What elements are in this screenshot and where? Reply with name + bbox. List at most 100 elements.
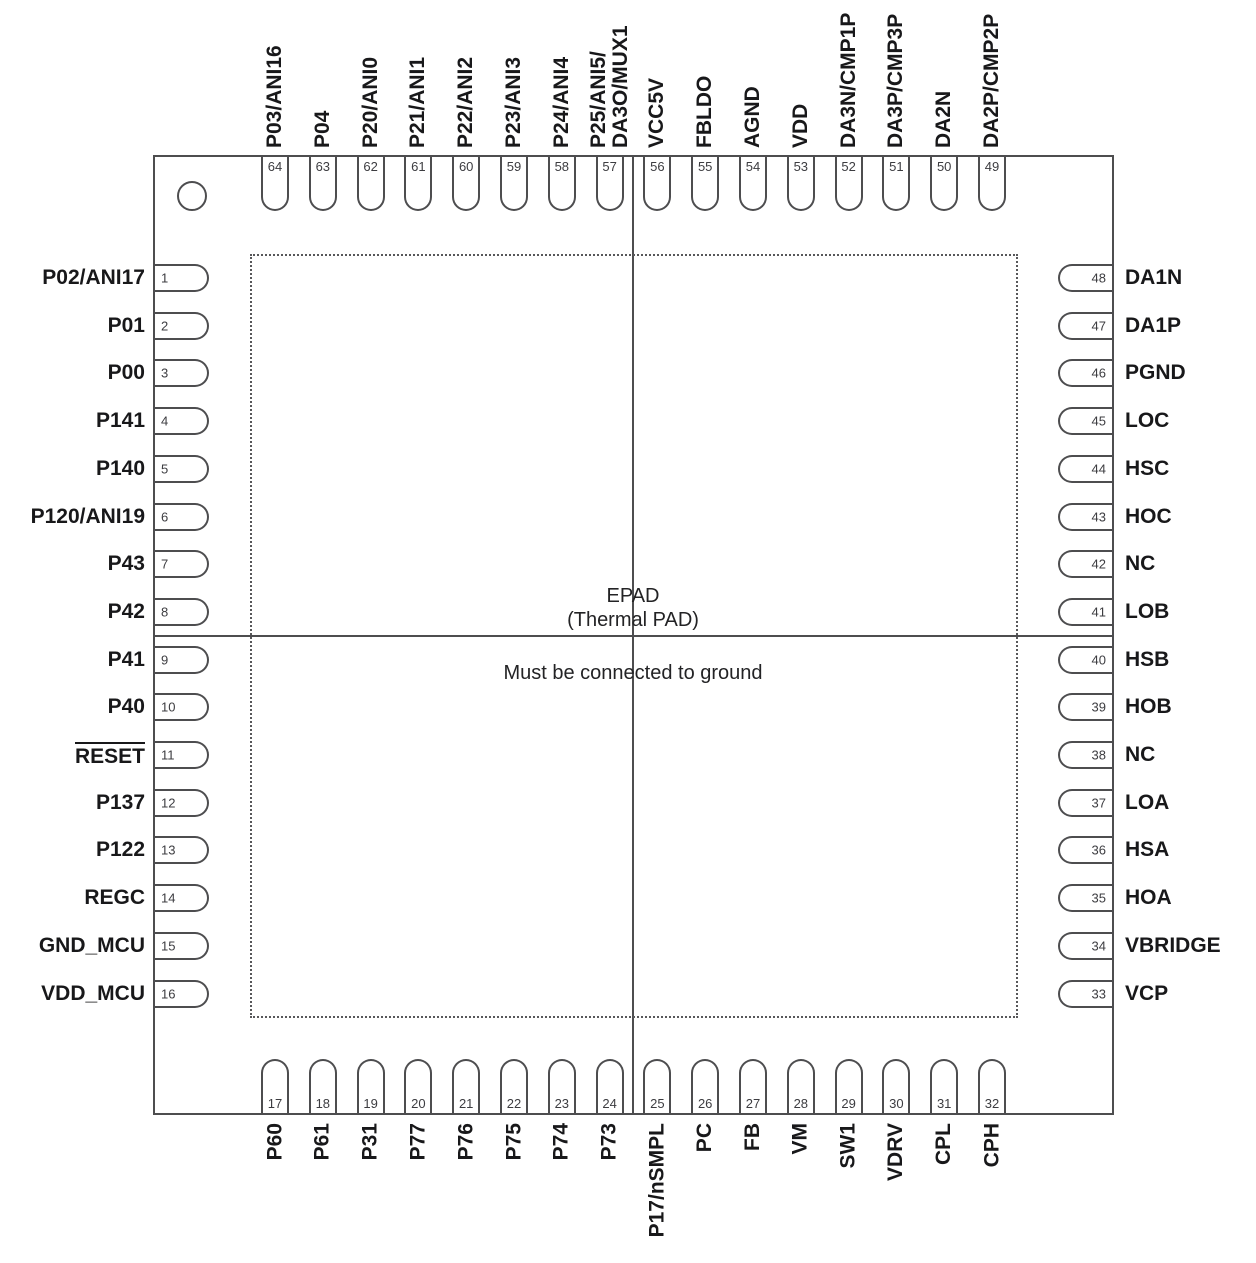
pin-number-57: 57 [602, 159, 617, 174]
pin-number-51: 51 [889, 159, 904, 174]
pin-label-21: P76 [454, 1123, 478, 1161]
pin-number-55: 55 [697, 159, 713, 174]
pin-20: 20 [404, 1059, 433, 1113]
pin-number-30: 30 [889, 1096, 904, 1111]
pin-7: 7 [155, 550, 209, 579]
epad-title: EPAD [606, 585, 660, 607]
pin-number-38: 38 [1091, 747, 1106, 763]
pin-label-49: DA2P/CMP2P [980, 13, 1003, 148]
pin-48: 48 [1058, 264, 1112, 292]
pin-49: 49 [978, 157, 1006, 211]
pin-14: 14 [155, 884, 209, 913]
pin-label-10: P40 [107, 695, 145, 719]
pin-26: 26 [691, 1059, 720, 1113]
pin-label-56: VCC5V [645, 77, 669, 148]
pin-43: 43 [1058, 502, 1112, 531]
pin-57: 57 [595, 157, 624, 211]
pin-label-22: P75 [502, 1123, 525, 1161]
pin-30: 30 [882, 1059, 911, 1113]
pin-label-11: RESET [74, 742, 145, 768]
pin-63: 63 [308, 157, 337, 211]
pin-number-39: 39 [1091, 699, 1106, 715]
pin-label-57: P25/ANI5/ DA3O/MUX1 [586, 25, 632, 148]
pin-35: 35 [1058, 884, 1112, 913]
pin-label-32: CPH [980, 1123, 1003, 1168]
pin-number-25: 25 [650, 1096, 665, 1111]
pin-label-3: P00 [107, 361, 145, 385]
pin-44: 44 [1058, 454, 1112, 483]
pin-number-9: 9 [161, 652, 169, 668]
pin-number-58: 58 [554, 159, 570, 174]
pin-label-7: P43 [107, 552, 145, 576]
pin-label-2: P01 [107, 313, 145, 337]
pin-27: 27 [739, 1059, 767, 1113]
pin-15: 15 [155, 931, 209, 960]
pin-16: 16 [155, 979, 209, 1008]
crosshair-horizontal-line [153, 635, 1114, 637]
epad-note: Must be connected to ground [503, 662, 763, 684]
pin-number-32: 32 [984, 1096, 1000, 1111]
pin-61: 61 [404, 157, 433, 211]
pin-number-31: 31 [936, 1096, 952, 1111]
pin-number-11: 11 [161, 747, 175, 763]
pin-number-10: 10 [161, 699, 176, 715]
pin-36: 36 [1058, 836, 1112, 865]
pin-52: 52 [834, 157, 863, 211]
pin-41: 41 [1058, 597, 1112, 626]
pin-label-16: VDD_MCU [41, 981, 145, 1005]
pin-38: 38 [1058, 741, 1112, 769]
pin-number-27: 27 [745, 1096, 761, 1111]
pin-label-20: P77 [406, 1123, 430, 1161]
pin-label-17: P60 [263, 1123, 286, 1161]
pin-label-53: VDD [788, 103, 812, 148]
pin-label-44: HSC [1125, 456, 1170, 480]
pin-number-8: 8 [161, 604, 169, 620]
pin-24: 24 [595, 1059, 624, 1113]
pin-10: 10 [155, 693, 209, 722]
pin-label-46: PGND [1125, 361, 1186, 385]
epad-boundary [250, 254, 1018, 1018]
pin-40: 40 [1058, 645, 1112, 674]
pin-1: 1 [155, 264, 209, 292]
pin-number-46: 46 [1091, 365, 1106, 381]
pin-label-26: PC [693, 1123, 717, 1153]
pin-31: 31 [930, 1059, 959, 1113]
pin-60: 60 [452, 157, 481, 211]
pin-number-1: 1 [161, 270, 169, 286]
pin-2: 2 [155, 311, 209, 340]
pin-number-23: 23 [554, 1096, 570, 1111]
pin-number-40: 40 [1091, 652, 1106, 668]
pin-label-37: LOA [1125, 790, 1170, 814]
pin-55: 55 [691, 157, 720, 211]
pin-39: 39 [1058, 693, 1112, 722]
pin-label-64: P03/ANI16 [263, 45, 286, 148]
pin-64: 64 [261, 157, 289, 211]
pin-label-19: P31 [358, 1123, 382, 1161]
pin-label-41: LOB [1125, 599, 1170, 623]
pin-number-49: 49 [984, 159, 1000, 174]
pin-9: 9 [155, 645, 209, 674]
pin-label-47: DA1P [1125, 313, 1182, 337]
pin-number-14: 14 [161, 890, 176, 906]
pin-50: 50 [930, 157, 959, 211]
pin-label-52: DA3N/CMP1P [836, 12, 860, 148]
pin-label-27: FB [741, 1123, 764, 1151]
pin-label-1: P02/ANI17 [42, 266, 145, 289]
pin-4: 4 [155, 407, 209, 436]
pin-42: 42 [1058, 550, 1112, 579]
pin-label-59: P23/ANI3 [502, 56, 525, 148]
pin-number-26: 26 [697, 1096, 713, 1111]
pin-label-36: HSA [1125, 838, 1170, 862]
pin-number-41: 41 [1091, 604, 1106, 620]
pin-number-5: 5 [161, 461, 169, 477]
pin-12: 12 [155, 788, 209, 817]
pin-label-60: P22/ANI2 [454, 56, 478, 148]
pin-label-50: DA2N [932, 90, 956, 148]
pin-number-53: 53 [793, 159, 809, 174]
pin-label-25: P17/nSMPL [645, 1123, 669, 1238]
pin-34: 34 [1058, 931, 1112, 960]
pin-number-28: 28 [793, 1096, 809, 1111]
pin-label-63: P04 [310, 110, 334, 148]
pin-47: 47 [1058, 311, 1112, 340]
